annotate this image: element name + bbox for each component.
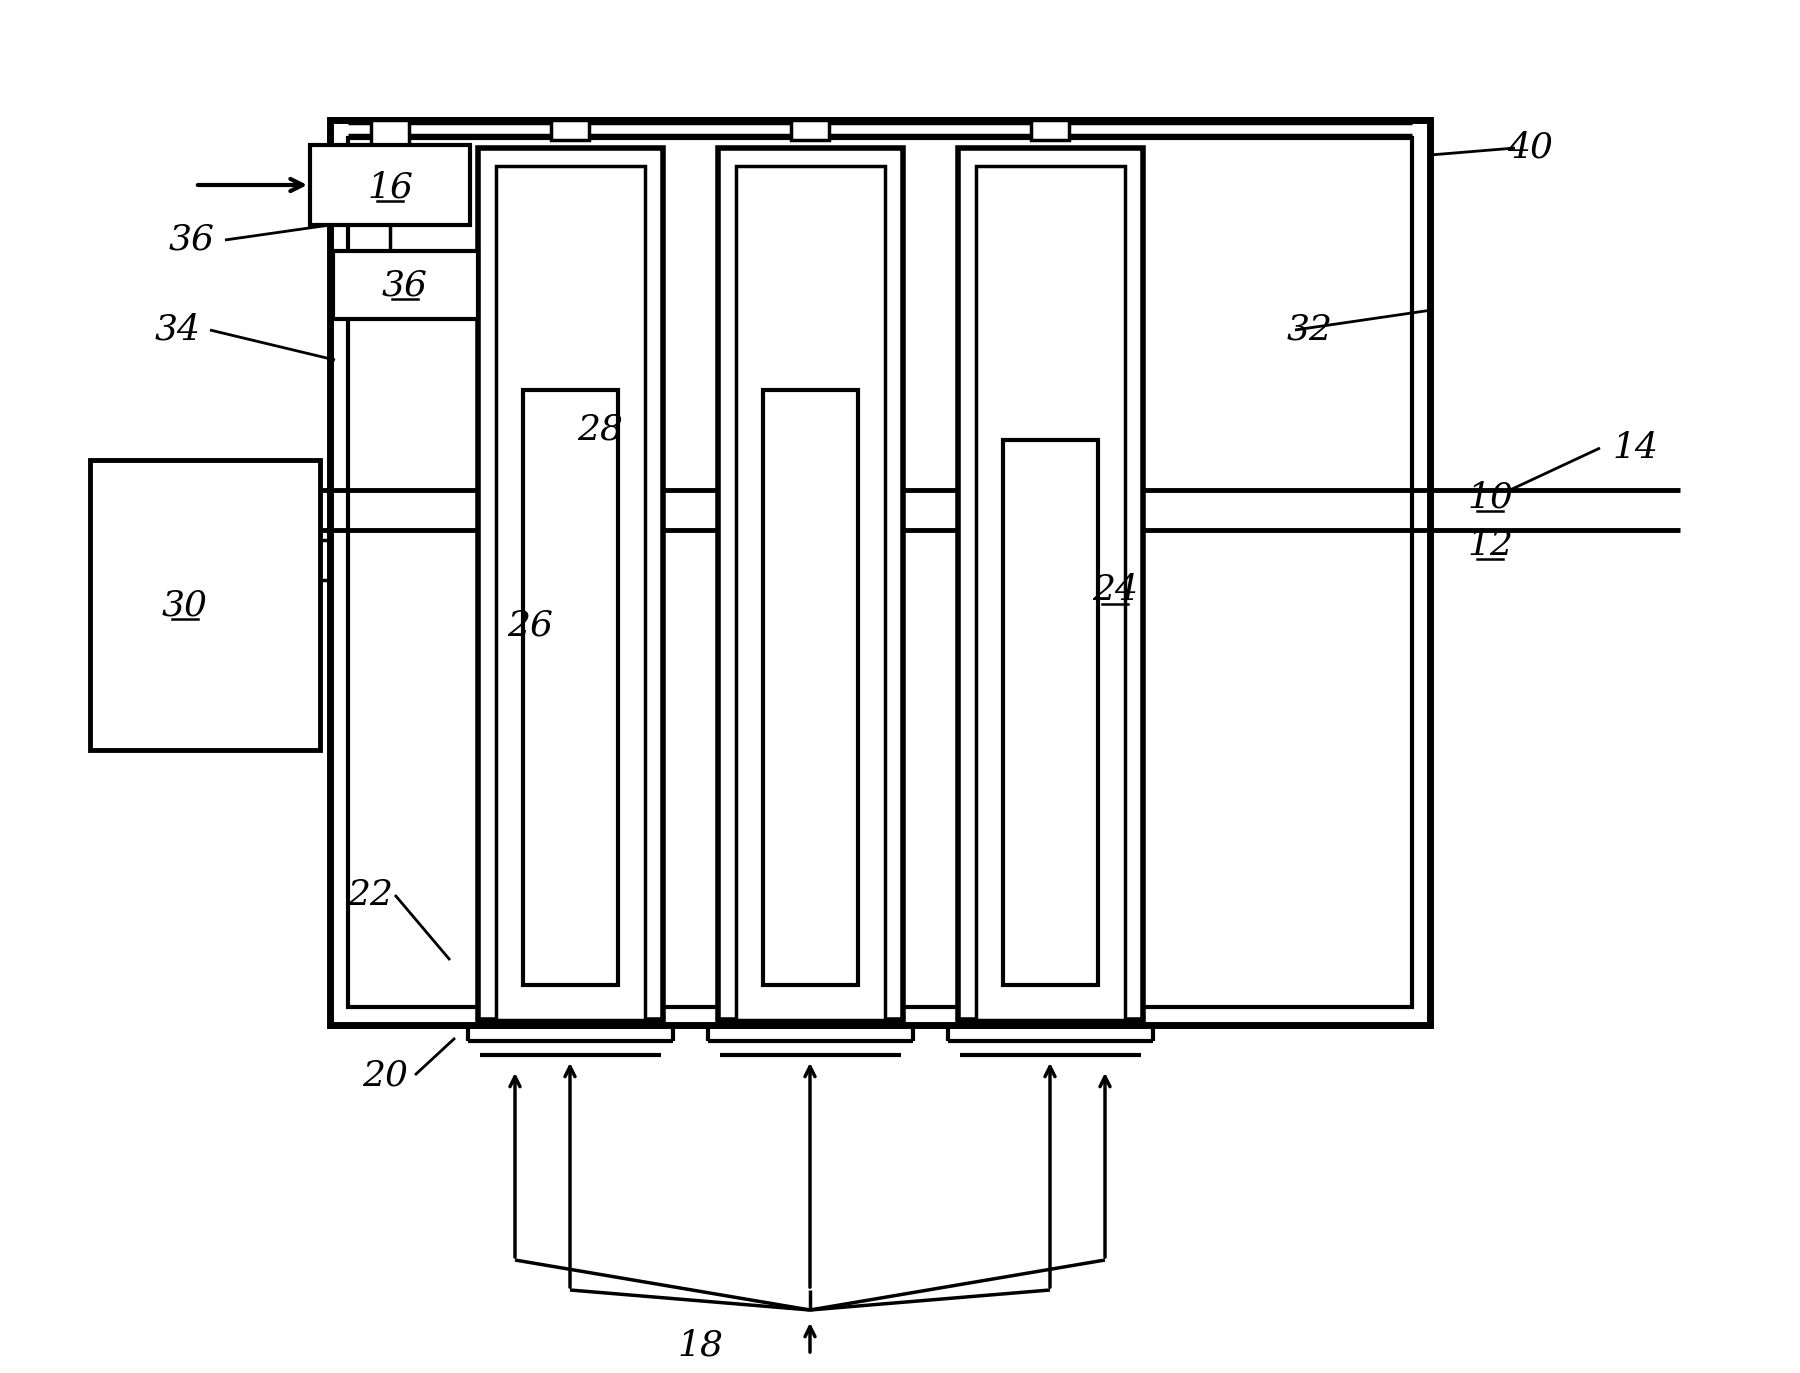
Text: 30: 30: [162, 588, 209, 622]
Text: 14: 14: [1613, 431, 1658, 465]
Text: 22: 22: [347, 877, 392, 912]
Text: 36: 36: [382, 268, 428, 302]
Bar: [479, 148, 662, 1020]
Bar: [347, 139, 1411, 1006]
Bar: [958, 148, 1143, 1020]
Bar: [333, 251, 479, 319]
Text: 16: 16: [367, 170, 412, 205]
Text: 24: 24: [1093, 573, 1138, 607]
Bar: [551, 119, 589, 140]
Bar: [497, 166, 644, 1020]
Text: 20: 20: [362, 1059, 409, 1092]
Text: 40: 40: [1507, 130, 1553, 165]
Text: 18: 18: [677, 1328, 724, 1362]
Bar: [1003, 439, 1098, 984]
Text: 12: 12: [1467, 529, 1514, 562]
Bar: [736, 166, 886, 1020]
Bar: [371, 119, 409, 146]
Bar: [524, 390, 617, 984]
Bar: [90, 460, 320, 750]
Text: 34: 34: [155, 313, 202, 347]
Text: 10: 10: [1467, 481, 1514, 514]
Bar: [976, 166, 1125, 1020]
Bar: [329, 119, 1429, 1026]
Text: 32: 32: [1287, 313, 1334, 347]
Bar: [718, 148, 904, 1020]
Text: 28: 28: [578, 413, 623, 448]
Bar: [1031, 119, 1069, 140]
Text: 36: 36: [169, 222, 214, 257]
Bar: [790, 119, 830, 140]
Bar: [763, 390, 859, 984]
Text: 26: 26: [508, 608, 553, 643]
Bar: [310, 146, 470, 225]
